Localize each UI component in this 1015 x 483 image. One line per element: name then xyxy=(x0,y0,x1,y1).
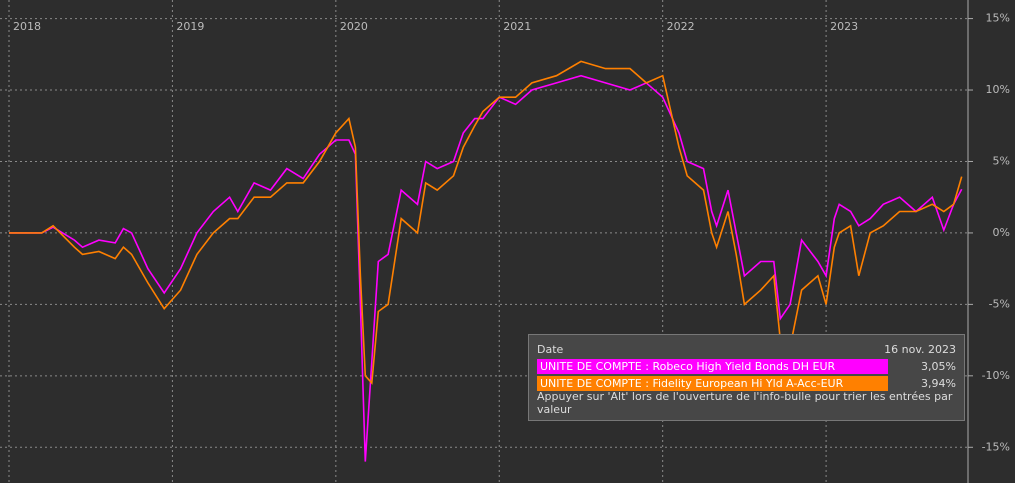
tooltip-header: Date 16 nov. 2023 xyxy=(537,341,956,358)
tooltip-row: UNITE DE COMPTE : Robeco High Yield Bond… xyxy=(537,358,956,375)
tooltip-row: UNITE DE COMPTE : Fidelity European Hi Y… xyxy=(537,375,956,392)
y-tick-label: -5% xyxy=(989,297,1010,310)
y-tick-label: 5% xyxy=(993,154,1010,167)
series-name: UNITE DE COMPTE : Robeco High Yield Bond… xyxy=(537,359,888,374)
y-tick-label: 0% xyxy=(993,226,1010,239)
tooltip-hint: Appuyer sur 'Alt' lors de l'ouverture de… xyxy=(537,390,956,416)
series-name: UNITE DE COMPTE : Fidelity European Hi Y… xyxy=(537,376,888,391)
x-tick-label: 2020 xyxy=(340,20,368,33)
x-tick-label: 2019 xyxy=(176,20,204,33)
tooltip: Date 16 nov. 2023 UNITE DE COMPTE : Robec… xyxy=(528,334,965,421)
date-label: Date xyxy=(537,343,564,356)
series-value: 3,94% xyxy=(921,377,956,390)
date: 16 nov. 2023 xyxy=(884,343,956,356)
y-tick-label: -10% xyxy=(982,369,1010,382)
x-tick-label: 2018 xyxy=(13,20,41,33)
y-tick-label: 10% xyxy=(986,83,1010,96)
series-value: 3,05% xyxy=(921,360,956,373)
x-tick-label: 2021 xyxy=(503,20,531,33)
series-line xyxy=(9,60,963,385)
hint: Appuyer sur 'Alt' lors de l'ouverture de… xyxy=(537,390,953,416)
y-tick-label: 15% xyxy=(986,12,1010,25)
x-tick-label: 2022 xyxy=(667,20,695,33)
x-tick-label: 2023 xyxy=(830,20,858,33)
y-tick-label: -15% xyxy=(982,440,1010,453)
